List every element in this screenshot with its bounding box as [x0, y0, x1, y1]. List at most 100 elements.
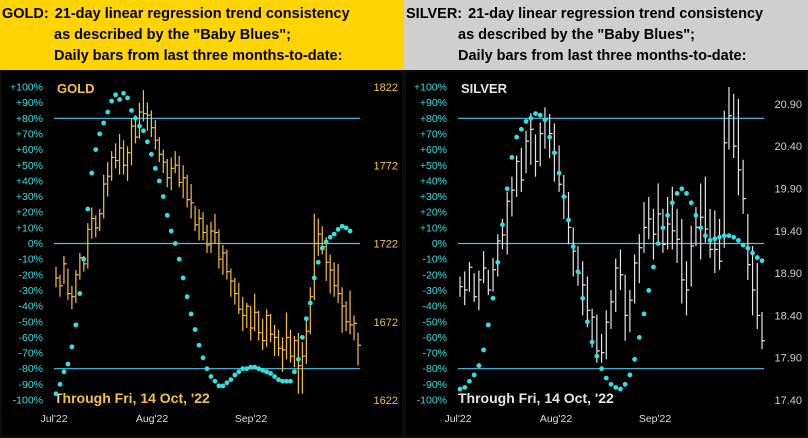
gold-baby-blue-dot	[288, 378, 293, 384]
silver-price-tick: 17.40	[774, 395, 802, 407]
gold-price-tick: 1672	[374, 317, 398, 329]
silver-baby-blue-dot	[518, 126, 524, 132]
gold-baby-blue-dot	[97, 131, 103, 137]
silver-price-bar	[709, 208, 714, 258]
silver-baby-blue-dot	[589, 339, 595, 345]
silver-baby-blue-dot	[585, 319, 590, 325]
gold-baby-blue-dot	[212, 378, 218, 384]
silver-price-bar	[624, 274, 629, 341]
silver-baby-blue-dot	[566, 217, 571, 223]
silver-baby-blue-dot	[679, 186, 685, 192]
silver-baby-blue-dot	[556, 170, 562, 176]
gold-baby-blue-dot	[315, 259, 321, 265]
gold-price-bar	[63, 256, 67, 285]
silver-baby-blue-dot	[547, 134, 553, 140]
gold-pct-tick: -80%	[18, 363, 43, 375]
gold-price-bar	[309, 287, 314, 335]
gold-baby-blue-dot	[141, 128, 146, 134]
silver-pct-tick: 0%	[432, 238, 447, 250]
silver-price-bar	[643, 202, 648, 253]
silver-baby-blue-dot	[750, 250, 755, 256]
silver-header-line1: 21-day linear regression trend consisten…	[468, 6, 764, 22]
silver-pct-tick: -30%	[422, 285, 447, 297]
silver-price-bar	[464, 271, 468, 306]
silver-baby-blue-dot	[702, 233, 708, 239]
gold-header: GOLD: 21-day linear regression trend cons…	[0, 0, 404, 70]
gold-baby-blue-dot	[73, 322, 79, 328]
silver-price-bar	[671, 186, 676, 250]
silver-price-tick: 20.40	[774, 141, 802, 153]
gold-price-bar	[285, 312, 290, 360]
silver-baby-blue-dot	[745, 245, 751, 251]
gold-x-tick: Jul'22	[40, 413, 67, 425]
gold-price-bar	[87, 223, 91, 269]
gold-baby-blue-dot	[65, 361, 71, 367]
silver-price-bar	[544, 107, 548, 149]
gold-pct-tick: +10%	[16, 222, 43, 234]
gold-pct-tick: 0%	[28, 238, 43, 250]
gold-pct-tick: -90%	[18, 379, 43, 391]
gold-price-bar	[317, 218, 322, 257]
silver-pct-tick: -10%	[422, 254, 447, 266]
silver-pct-tick: +100%	[414, 82, 447, 94]
gold-price-bar	[269, 313, 274, 343]
silver-baby-blue-dot	[495, 259, 501, 265]
gold-price-bar	[130, 118, 135, 166]
gold-price-tick: 1822	[374, 82, 398, 94]
silver-baby-blue-dot	[693, 212, 699, 218]
gold-baby-blue-dot	[292, 369, 297, 375]
silver-price-bar	[506, 191, 511, 255]
silver-baby-blue-dot	[481, 347, 486, 353]
silver-price-bar	[525, 130, 530, 174]
silver-price-bar	[742, 159, 747, 214]
gold-baby-blue-dot	[117, 97, 122, 102]
silver-price-bar	[652, 208, 657, 260]
gold-title: GOLD	[57, 81, 95, 96]
gold-price-bar	[111, 151, 115, 181]
gold-baby-blue-dot	[129, 108, 134, 113]
gold-price-bar	[333, 262, 338, 297]
gold-baby-blue-dot	[339, 223, 345, 229]
gold-x-tick: Aug'22	[136, 413, 169, 425]
silver-price-bar	[751, 246, 756, 316]
gold-price-bar	[95, 215, 99, 238]
silver-baby-blue-dot	[740, 242, 746, 248]
silver-baby-blue-dot	[542, 117, 548, 123]
silver-baby-blue-dot	[580, 295, 586, 301]
gold-price-bar	[118, 133, 123, 175]
silver-baby-blue-dot	[490, 295, 496, 301]
silver-price-tick: 18.40	[774, 310, 802, 322]
gold-price-bar	[266, 309, 270, 347]
gold-baby-blue-dot	[268, 370, 273, 376]
silver-price-bar	[572, 227, 577, 277]
silver-baby-blue-dot	[500, 222, 505, 228]
silver-baby-blue-dot	[712, 236, 718, 242]
gold-price-bar	[214, 213, 218, 244]
gold-pct-tick: -70%	[18, 348, 43, 360]
gold-price-bar	[353, 315, 358, 341]
gold-baby-blue-dot	[89, 170, 95, 176]
silver-price-bar	[539, 122, 544, 167]
silver-header-line2: as described by the "Baby Blues";	[458, 27, 695, 43]
silver-pct-tick: +90%	[420, 97, 447, 109]
gold-price-bar	[289, 329, 294, 363]
gold-baby-blue-dot	[137, 123, 142, 129]
gold-price-bar	[357, 332, 361, 366]
silver-baby-blue-dot	[476, 363, 482, 368]
silver-price-bar	[619, 249, 624, 291]
silver-price-bar	[610, 290, 614, 329]
silver-header: SILVER: 21-day linear regression trend co…	[404, 0, 808, 70]
gold-baby-blue-dot	[331, 231, 337, 237]
gold-pct-tick: +50%	[16, 160, 43, 172]
gold-baby-blue-dot	[208, 374, 214, 379]
gold-baby-blue-dot	[152, 165, 158, 171]
gold-price-bar	[79, 252, 83, 280]
gold-baby-blue-dot	[248, 364, 254, 370]
gold-price-bar	[126, 146, 131, 181]
gold-pct-tick: -40%	[18, 301, 43, 313]
silver-baby-blue-dot	[575, 269, 581, 275]
gold-price-bar	[341, 287, 346, 333]
gold-price-bar	[138, 102, 143, 139]
silver-price-bar	[667, 196, 671, 250]
gold-price-bar	[182, 165, 187, 199]
